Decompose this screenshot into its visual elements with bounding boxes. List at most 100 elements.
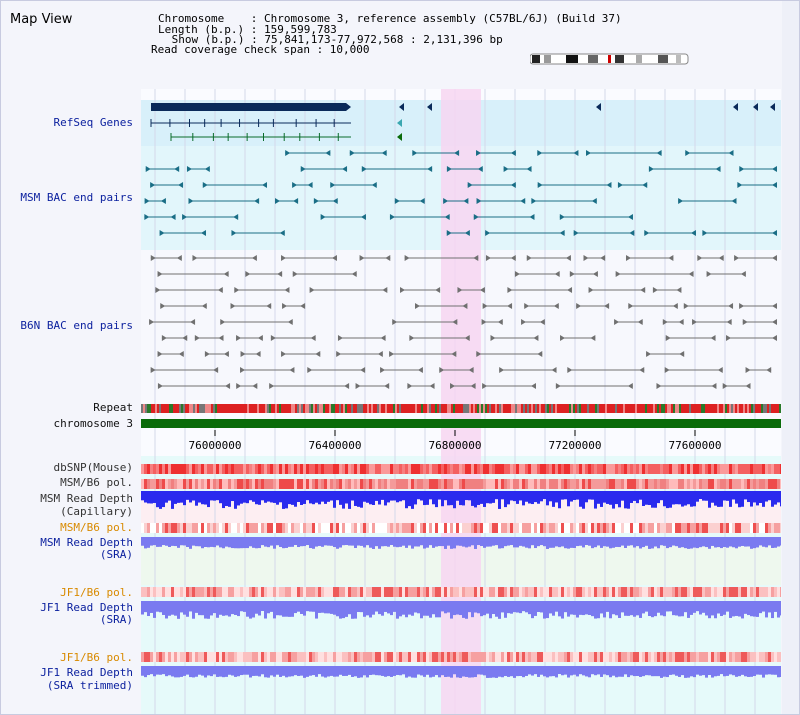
heat-cell xyxy=(495,464,498,474)
heat-cell xyxy=(762,587,765,597)
heat-cell xyxy=(732,464,735,474)
heat-cell xyxy=(639,587,642,597)
refseq-track[interactable] xyxy=(150,103,775,141)
heat-cell xyxy=(300,464,303,474)
depth-bar xyxy=(315,666,318,677)
depth-bar xyxy=(423,601,426,616)
repeat-cell xyxy=(259,404,261,413)
repeat-cell xyxy=(277,404,279,413)
vertical-scrollbar[interactable] xyxy=(782,1,799,714)
heat-cell xyxy=(354,652,357,662)
track-label-refseq[interactable]: RefSeq Genes xyxy=(53,116,133,129)
heat-cell xyxy=(189,652,192,662)
heat-cell xyxy=(297,464,300,474)
b6n-bac-track[interactable] xyxy=(149,255,777,389)
heat-cell xyxy=(336,587,339,597)
selected-region-highlight xyxy=(441,89,481,714)
repeat-cell xyxy=(565,404,567,413)
depth-bar xyxy=(480,491,483,504)
depth-bar xyxy=(627,537,630,546)
repeat-cell xyxy=(681,404,683,413)
msm-bac-pair-end xyxy=(573,150,579,156)
heat-cell xyxy=(198,652,201,662)
heat-cell xyxy=(426,464,429,474)
depth-bar xyxy=(717,601,720,614)
track-label-dbsnp[interactable]: dbSNP(Mouse) xyxy=(53,461,133,474)
depth-bar xyxy=(144,666,147,678)
repeat-cell xyxy=(281,404,283,413)
track-label-jf1-pol-1[interactable]: JF1/B6 pol. xyxy=(60,586,133,599)
heat-cell xyxy=(666,479,669,489)
heat-cell xyxy=(657,652,660,662)
heat-cell xyxy=(192,523,195,533)
track-label-b6n-bac[interactable]: B6N BAC end pairs xyxy=(20,319,133,332)
depth-bar xyxy=(453,601,456,616)
heat-cell xyxy=(648,479,651,489)
repeat-track[interactable] xyxy=(141,404,781,413)
track-label-chromosome[interactable]: chromosome 3 xyxy=(53,417,133,430)
repeat-cell xyxy=(173,404,175,413)
chromosome-ideogram[interactable] xyxy=(530,53,690,65)
track-label-jf1-pol-2[interactable]: JF1/B6 pol. xyxy=(60,651,133,664)
heat-cell xyxy=(552,479,555,489)
depth-bar xyxy=(564,666,567,675)
depth-bar xyxy=(252,537,255,548)
depth-bar xyxy=(759,666,762,675)
depth-bar xyxy=(501,601,504,613)
repeat-cell xyxy=(541,404,543,413)
track-label-jf1-depth-sra[interactable]: JF1 Read Depth xyxy=(40,601,133,614)
repeat-cell xyxy=(321,404,323,413)
heat-cell xyxy=(633,523,636,533)
track-label-msm-depth-capillary[interactable]: MSM Read Depth xyxy=(40,492,133,505)
heat-cell xyxy=(630,523,633,533)
track-label-msm-depth-sra[interactable]: MSM Read Depth xyxy=(40,536,133,549)
repeat-cell xyxy=(625,404,627,413)
depth-bar xyxy=(270,601,273,612)
depth-bar xyxy=(174,666,177,678)
heat-cell xyxy=(375,479,378,489)
heat-cell xyxy=(156,587,159,597)
depth-bar xyxy=(591,601,594,617)
heat-cell xyxy=(720,652,723,662)
heat-cell xyxy=(318,587,321,597)
heat-cell xyxy=(351,464,354,474)
heat-cell xyxy=(567,523,570,533)
track-label-msm-bac[interactable]: MSM BAC end pairs xyxy=(20,191,133,204)
b6n-bac-pair-end xyxy=(706,271,712,277)
heat-cell xyxy=(366,587,369,597)
chromosome-bar[interactable] xyxy=(141,419,781,428)
depth-bar xyxy=(561,491,564,500)
heat-cell xyxy=(642,652,645,662)
depth-bar xyxy=(729,491,732,507)
depth-bar xyxy=(246,537,249,549)
heat-cell xyxy=(429,464,432,474)
depth-bar xyxy=(213,666,216,675)
repeat-cell xyxy=(223,404,225,413)
msm-bac-track[interactable] xyxy=(144,150,777,236)
track-label-repeat[interactable]: Repeat xyxy=(93,401,133,414)
b6n-bac-pair-end xyxy=(309,287,315,293)
track-label-jf1-depth-trimmed[interactable]: JF1 Read Depth xyxy=(40,666,133,679)
depth-bar xyxy=(273,666,276,677)
depth-bar xyxy=(216,537,219,546)
heat-cell xyxy=(447,479,450,489)
track-label-msm-pol-1[interactable]: MSM/B6 pol. xyxy=(60,476,133,489)
heat-cell xyxy=(216,479,219,489)
track-label-msm-pol-2[interactable]: MSM/B6 pol. xyxy=(60,521,133,534)
depth-bar xyxy=(306,666,309,677)
repeat-cell xyxy=(703,404,705,413)
genome-track-plot[interactable]: 76000000 76400000 76800000 77200000 7760… xyxy=(141,89,781,715)
repeat-cell xyxy=(385,404,387,413)
heat-cell xyxy=(438,479,441,489)
depth-bar xyxy=(345,601,348,617)
repeat-cell xyxy=(203,404,205,413)
repeat-cell xyxy=(329,404,331,413)
b6n-bac-pair-end xyxy=(404,255,410,261)
repeat-cell xyxy=(747,404,749,413)
heat-cell xyxy=(159,523,162,533)
repeat-cell xyxy=(493,404,495,413)
depth-bar xyxy=(711,537,714,546)
heat-cell xyxy=(528,652,531,662)
coverage-tracks[interactable] xyxy=(141,464,781,678)
depth-bar xyxy=(261,491,264,501)
